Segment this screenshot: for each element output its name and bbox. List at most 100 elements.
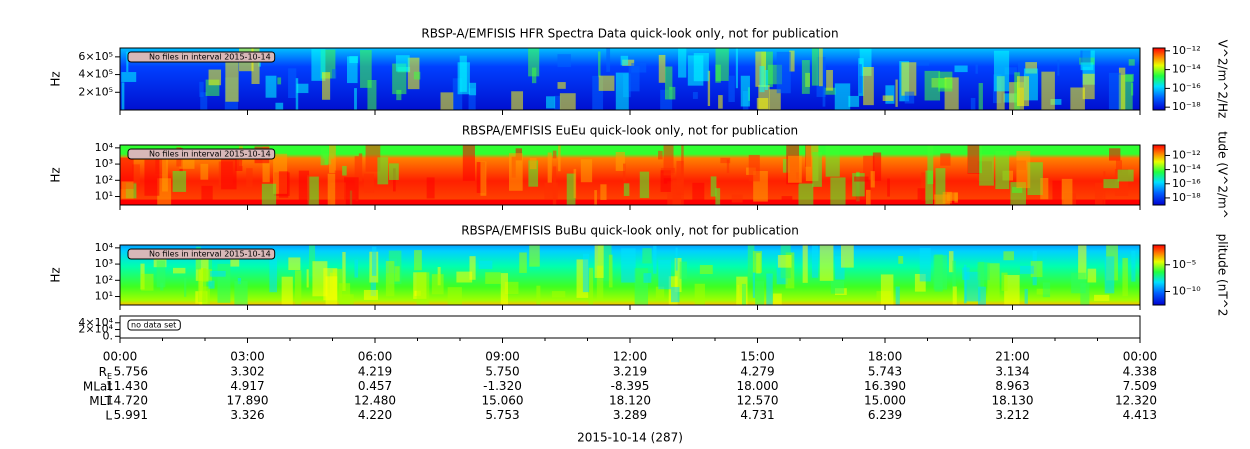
ephemeris-value: 18.120 — [609, 394, 651, 408]
spectrogram-texture — [160, 282, 164, 291]
spectrogram-texture — [970, 97, 976, 110]
spectrogram-texture — [830, 177, 846, 205]
spectrogram-texture — [200, 92, 208, 110]
spectrogram-texture — [978, 83, 983, 110]
spectrogram-texture — [547, 152, 552, 183]
colorbar-label: V^2/m^2/Hz — [1216, 40, 1230, 119]
spectrogram-texture — [1080, 50, 1091, 67]
spectrogram-texture — [296, 83, 309, 94]
spectrogram-texture — [996, 76, 1005, 110]
spectrogram-texture — [1001, 272, 1008, 291]
spectrogram-texture — [452, 78, 463, 110]
spectrogram-texture — [121, 72, 137, 82]
ephemeris-value: 4.338 — [1123, 365, 1157, 379]
spectrogram-texture — [758, 85, 770, 110]
spectrogram-texture — [726, 159, 730, 174]
spectrogram-texture — [557, 54, 571, 68]
spectrogram-texture — [880, 274, 894, 305]
colorbar-tick-label: 10⁻¹² — [1172, 148, 1201, 161]
spectrogram-texture — [694, 283, 705, 305]
spectrogram-texture — [752, 251, 763, 273]
spectrogram-texture — [826, 69, 833, 91]
y-tick-label: 10¹ — [95, 190, 113, 203]
spectrogram-texture — [1109, 148, 1121, 161]
ephemeris-value: 3.302 — [230, 365, 264, 379]
spectrogram-texture — [728, 75, 735, 103]
spectrogram-texture — [557, 82, 566, 89]
spectrogram-texture — [818, 48, 823, 87]
y-axis-label: Hz — [49, 167, 63, 182]
spectrogram-texture — [995, 150, 1010, 190]
ephemeris-value: -1.320 — [483, 379, 522, 393]
spectrogram-texture — [1016, 76, 1030, 107]
spectrogram-texture — [935, 168, 946, 205]
spectrogram-texture — [882, 95, 894, 101]
spectrogram-texture — [885, 85, 895, 104]
spectrogram-texture — [653, 245, 657, 274]
annotation: No files in interval 2015-10-14 — [127, 248, 276, 260]
spectrogram-texture — [676, 160, 684, 195]
spectrogram-texture — [573, 168, 577, 199]
spectrogram-texture — [396, 89, 402, 101]
spectrogram-texture — [144, 159, 160, 196]
spectrogram-texture — [582, 253, 590, 293]
annotation-text: No files in interval 2015-10-14 — [149, 150, 271, 159]
spectrogram-texture — [201, 185, 213, 205]
spectrogram-texture — [1103, 179, 1119, 189]
ephemeris-value: -8.395 — [611, 379, 650, 393]
spectrogram-texture — [275, 102, 284, 110]
x-tick-label: 18:00 — [868, 350, 903, 364]
annotation: no data set — [127, 319, 181, 331]
spectrogram-texture — [671, 286, 680, 303]
spectrogram-texture — [863, 155, 875, 191]
spectrogram-texture — [812, 152, 822, 187]
plot-frame — [119, 315, 1141, 339]
spectrogram-texture — [1030, 261, 1043, 278]
y-tick-label: 10⁴ — [95, 141, 114, 154]
spectrogram-texture — [413, 71, 421, 80]
spectrogram-texture — [811, 48, 819, 86]
spectrogram-texture — [261, 183, 277, 205]
colorbar-tick-label: 10⁻¹⁰ — [1172, 285, 1201, 298]
spectrogram-texture — [528, 48, 540, 77]
spectrogram-texture — [921, 172, 929, 201]
spectrogram-texture — [225, 62, 239, 102]
spectrogram-texture — [395, 55, 410, 72]
spectrogram-texture — [478, 260, 493, 269]
spectrogram-texture — [132, 164, 140, 184]
spectrogram-texture — [469, 256, 476, 280]
spectrogram-texture — [1024, 288, 1028, 304]
spectrogram-texture — [975, 64, 978, 74]
spectrogram-texture — [801, 60, 810, 94]
ephemeris-value: 11.430 — [106, 379, 148, 393]
ephemeris-value: 4.219 — [358, 365, 392, 379]
spectrogram-texture — [322, 72, 331, 100]
spectrogram-texture — [346, 56, 358, 84]
spectrogram-texture — [528, 160, 539, 187]
spectrogram-texture — [598, 51, 601, 78]
spectrogram-texture — [327, 173, 336, 205]
spectrogram-texture — [334, 170, 343, 180]
spectrogram-texture — [332, 268, 343, 299]
ephemeris-label-sub: E — [107, 372, 112, 381]
ephemeris-value: 3.326 — [230, 408, 264, 422]
spectrogram-texture — [1012, 186, 1023, 193]
spectrogram-texture — [718, 95, 723, 109]
ephemeris-value: 12.480 — [354, 394, 396, 408]
spectrogram-texture — [596, 265, 604, 301]
spectrogram-texture — [993, 50, 1010, 92]
y-tick-label: 10¹ — [95, 290, 113, 303]
spectrogram-texture — [978, 286, 986, 305]
spectrogram-texture — [414, 250, 422, 271]
spectrogram-texture — [377, 157, 389, 185]
spectrogram-texture — [1017, 61, 1026, 88]
spectrogram-texture — [773, 293, 782, 305]
spectrogram-texture — [822, 86, 826, 107]
spectrogram-texture — [536, 285, 541, 305]
y-axis-label: Hz — [49, 267, 63, 282]
ephemeris-value: 4.279 — [740, 365, 774, 379]
spectrogram-texture — [529, 158, 537, 170]
spectrogram-texture — [447, 287, 462, 305]
spectrogram-texture — [262, 146, 270, 183]
spectrogram-texture — [354, 88, 357, 110]
